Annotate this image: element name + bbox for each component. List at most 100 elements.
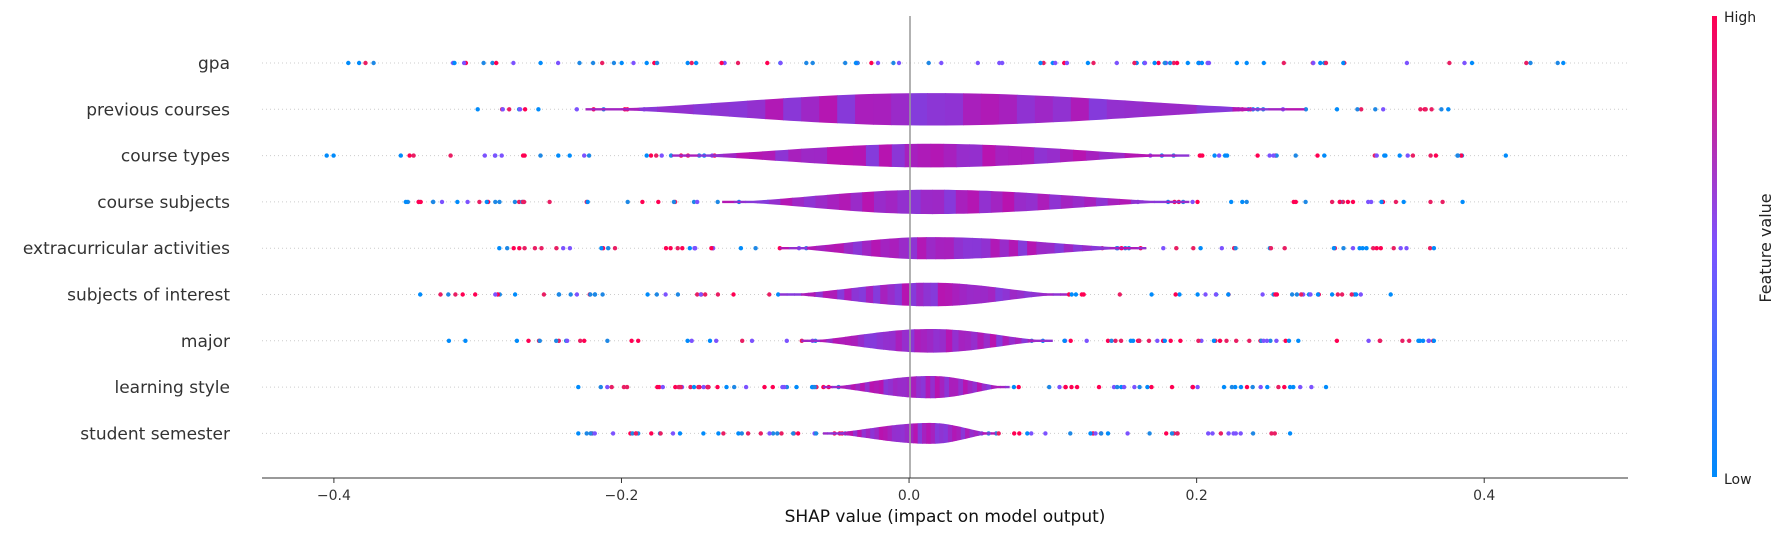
shap-point [1053, 60, 1058, 66]
shap-point [1238, 384, 1244, 390]
shap-point [1455, 153, 1461, 158]
shap-point [926, 60, 931, 66]
shap-point [606, 246, 611, 251]
shap-point [1287, 431, 1293, 436]
shap-point [403, 199, 408, 205]
feature-label: student semester [80, 424, 230, 444]
shap-point [670, 431, 676, 436]
shap-point [1011, 384, 1017, 390]
shap-point [1099, 431, 1104, 436]
shap-point [738, 246, 744, 251]
shap-point [633, 431, 639, 436]
shap-point [636, 338, 641, 343]
violin-body [779, 237, 1147, 260]
shap-point [762, 384, 767, 390]
violin-body [779, 282, 1068, 307]
shap-point [778, 60, 783, 66]
shap-point [891, 60, 896, 66]
shap-point [586, 153, 592, 158]
shap-point [1043, 431, 1048, 436]
shap-point [743, 384, 749, 390]
shap-point [1250, 384, 1255, 390]
colorbar-high-label: High [1724, 10, 1756, 26]
violin-body [585, 93, 1305, 126]
shap-point [1185, 60, 1191, 66]
shap-point [592, 292, 598, 297]
shap-point [648, 153, 654, 158]
shap-point [1168, 338, 1173, 343]
shap-point [484, 199, 489, 205]
shap-point [1353, 292, 1359, 297]
shap-point [736, 431, 741, 436]
shap-point [532, 246, 538, 251]
shap-point [1118, 338, 1124, 343]
shap-point [611, 60, 617, 66]
shap-point [714, 338, 719, 343]
shap-point [813, 431, 819, 436]
shap-point [1190, 384, 1196, 390]
shap-point [455, 199, 460, 205]
shap-point [663, 292, 668, 297]
shap-point [1287, 384, 1293, 390]
violin-body [722, 189, 1190, 215]
shap-point [640, 199, 645, 205]
shap-point [1258, 384, 1263, 390]
feature-row: subjects of interest [67, 282, 1628, 307]
shap-point [1293, 199, 1299, 205]
shap-point [1359, 107, 1364, 112]
shap-point [520, 153, 526, 158]
shap-point [701, 384, 706, 390]
shap-point [795, 431, 801, 436]
shap-point [677, 431, 683, 436]
shap-point [1391, 246, 1396, 251]
violin-body [822, 376, 1010, 399]
shap-point [660, 384, 665, 390]
shap-point [561, 246, 566, 251]
shap-point [1195, 384, 1200, 390]
shap-point [689, 60, 694, 66]
shap-point [1244, 384, 1250, 390]
shap-point [996, 431, 1001, 436]
shap-point [554, 338, 559, 343]
shap-point [1174, 60, 1180, 66]
shap-point [465, 199, 470, 205]
shap-point [1420, 338, 1426, 343]
shap-point [663, 246, 669, 251]
shap-point [1379, 199, 1384, 205]
shap-point [1271, 153, 1276, 158]
shap-point [346, 60, 351, 66]
shap-point [896, 60, 902, 66]
shap-point [490, 60, 495, 66]
shap-point [1423, 107, 1428, 112]
shap-point [539, 246, 544, 251]
shap-point [599, 246, 604, 251]
shap-point [512, 292, 518, 297]
shap-point [1169, 384, 1175, 390]
shap-point [654, 153, 659, 158]
shap-point [709, 246, 714, 251]
shap-point [1164, 431, 1169, 436]
shap-point [1105, 338, 1111, 343]
shap-point [1178, 338, 1183, 343]
shap-point [1195, 199, 1200, 205]
shap-point [691, 384, 697, 390]
feature-label: subjects of interest [67, 286, 230, 306]
shap-point [1428, 153, 1433, 158]
shap-point [1350, 199, 1356, 205]
shap-point [1196, 338, 1201, 343]
shap-point [446, 338, 452, 343]
shap-point [707, 338, 713, 343]
shap-point [1401, 199, 1406, 205]
shap-point [621, 384, 627, 390]
shap-point [869, 60, 874, 66]
shap-point [875, 60, 881, 66]
shap-point [556, 153, 561, 158]
shap-point [1074, 384, 1080, 390]
shap-point [363, 60, 368, 66]
shap-point [1309, 384, 1314, 390]
shap-point [1269, 431, 1274, 436]
shap-point [1267, 153, 1272, 158]
shap-point [654, 292, 659, 297]
shap-point [331, 153, 336, 158]
shap-point [1374, 246, 1379, 251]
